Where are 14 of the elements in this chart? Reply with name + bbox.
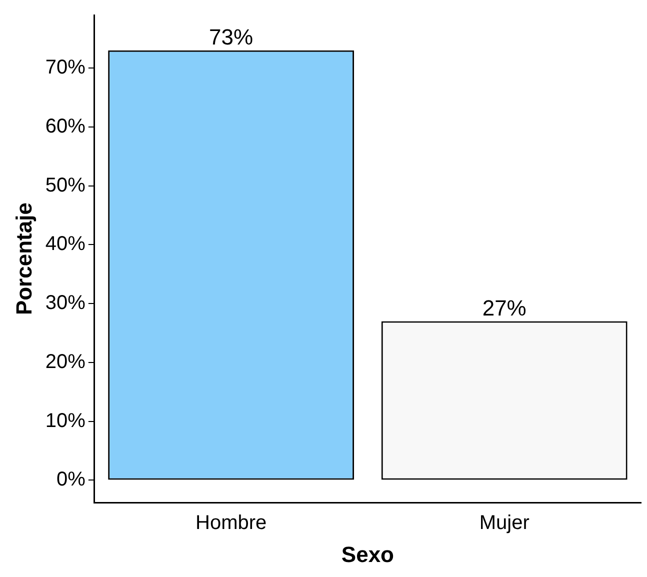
y-tick-label: 0% [56, 468, 86, 491]
y-tick-label: 70% [45, 56, 86, 79]
data-label: 73% [209, 24, 254, 50]
y-tick-label: 60% [45, 115, 86, 138]
x-tick-label: Mujer [479, 512, 530, 534]
y-axis-title: Porcentaje [11, 202, 36, 316]
y-tick-label: 30% [45, 292, 86, 314]
y-tick-label: 50% [45, 174, 86, 196]
y-tick-label: 20% [45, 350, 86, 373]
x-axis-title: Sexo [341, 542, 394, 567]
y-tick-label: 10% [45, 410, 86, 432]
x-tick-label: Hombre [196, 512, 267, 534]
data-label: 27% [482, 295, 526, 320]
y-tick-label: 40% [45, 233, 86, 256]
